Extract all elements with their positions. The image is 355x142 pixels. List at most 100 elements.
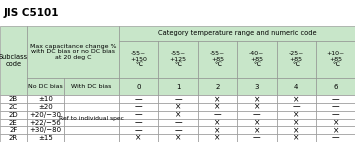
Text: ×: × — [293, 118, 299, 127]
Bar — [277, 78, 316, 95]
Bar — [27, 134, 64, 142]
Bar — [64, 95, 119, 142]
Bar — [198, 41, 237, 78]
Text: —: — — [174, 118, 182, 127]
Bar — [277, 111, 316, 119]
Bar — [0, 95, 27, 103]
Bar — [316, 119, 355, 127]
Bar — [158, 111, 198, 119]
Bar — [316, 103, 355, 111]
Text: ±10: ±10 — [38, 96, 53, 102]
Text: -25~
+85
℃: -25~ +85 ℃ — [289, 51, 304, 67]
Text: -55~
+85
℃: -55~ +85 ℃ — [210, 51, 225, 67]
Bar — [119, 103, 158, 111]
Bar — [119, 111, 158, 119]
Bar — [237, 134, 277, 142]
Bar — [0, 103, 27, 111]
Text: ×: × — [254, 126, 260, 135]
Bar — [158, 95, 198, 103]
Bar — [158, 127, 198, 134]
Text: Max capacitance change %
with DC bias or no DC bias
at 20 deg C: Max capacitance change % with DC bias or… — [29, 44, 116, 60]
Bar — [316, 134, 355, 142]
Bar — [27, 127, 64, 134]
Text: ×: × — [293, 126, 299, 135]
Bar — [237, 41, 277, 78]
Text: 1: 1 — [176, 84, 180, 90]
Text: —: — — [174, 126, 182, 135]
Text: —: — — [135, 110, 142, 119]
Text: 2C: 2C — [9, 104, 18, 110]
Text: With DC bias: With DC bias — [71, 84, 111, 89]
Bar — [316, 111, 355, 119]
Bar — [119, 95, 158, 103]
Bar — [27, 103, 64, 111]
Bar — [237, 127, 277, 134]
Text: 2F: 2F — [9, 127, 17, 133]
Text: ×: × — [136, 134, 142, 142]
Bar — [198, 111, 237, 119]
Bar — [277, 127, 316, 134]
Text: ×: × — [254, 118, 260, 127]
Text: ×: × — [214, 134, 220, 142]
Bar — [237, 95, 277, 103]
Bar — [27, 111, 64, 119]
Text: 2D: 2D — [9, 112, 18, 118]
Text: —: — — [332, 134, 339, 142]
Bar — [198, 119, 237, 127]
Bar — [0, 119, 27, 127]
Text: 2B: 2B — [9, 96, 18, 102]
Bar — [277, 119, 316, 127]
Bar — [316, 95, 355, 103]
Bar — [0, 26, 27, 95]
Text: ±20: ±20 — [38, 104, 53, 110]
Bar — [0, 111, 27, 119]
Text: 2E: 2E — [9, 120, 18, 126]
Text: 3: 3 — [255, 84, 259, 90]
Bar — [198, 78, 237, 95]
Text: ×: × — [333, 126, 339, 135]
Bar — [198, 95, 237, 103]
Text: —: — — [293, 103, 300, 112]
Text: +20/−30: +20/−30 — [29, 112, 61, 118]
Text: ×: × — [293, 134, 299, 142]
Bar — [198, 103, 237, 111]
Bar — [198, 134, 237, 142]
Text: -55~
+150
℃: -55~ +150 ℃ — [130, 51, 147, 67]
Text: Subclass
code: Subclass code — [0, 54, 28, 67]
Text: ×: × — [175, 110, 181, 119]
Bar — [277, 103, 316, 111]
Bar — [119, 26, 355, 41]
Bar — [64, 134, 119, 142]
Text: ×: × — [175, 134, 181, 142]
Text: ×: × — [293, 95, 299, 104]
Text: JIS C5101: JIS C5101 — [4, 8, 59, 18]
Bar — [119, 127, 158, 134]
Text: 2R: 2R — [9, 135, 18, 141]
Text: +10~
+85
℃: +10~ +85 ℃ — [327, 51, 345, 67]
Bar — [27, 119, 64, 127]
Text: 0: 0 — [136, 84, 141, 90]
Text: -55~
+125
℃: -55~ +125 ℃ — [170, 51, 186, 67]
Bar — [237, 119, 277, 127]
Bar — [64, 127, 119, 134]
Text: 6: 6 — [333, 84, 338, 90]
Bar — [237, 103, 277, 111]
Text: ×: × — [214, 103, 220, 112]
Text: Ref to individual spec: Ref to individual spec — [59, 116, 124, 121]
Text: 2: 2 — [215, 84, 220, 90]
Bar — [316, 78, 355, 95]
Bar — [158, 103, 198, 111]
Bar — [64, 119, 119, 127]
Text: -40~
+85
℃: -40~ +85 ℃ — [249, 51, 264, 67]
Text: ×: × — [214, 118, 220, 127]
Text: —: — — [135, 118, 142, 127]
Text: —: — — [253, 134, 261, 142]
Text: +22/−56: +22/−56 — [29, 120, 61, 126]
Bar — [158, 78, 198, 95]
Text: 4: 4 — [294, 84, 299, 90]
Text: —: — — [135, 95, 142, 104]
Bar — [0, 127, 27, 134]
Text: —: — — [214, 110, 221, 119]
Text: —: — — [135, 103, 142, 112]
Bar — [158, 134, 198, 142]
